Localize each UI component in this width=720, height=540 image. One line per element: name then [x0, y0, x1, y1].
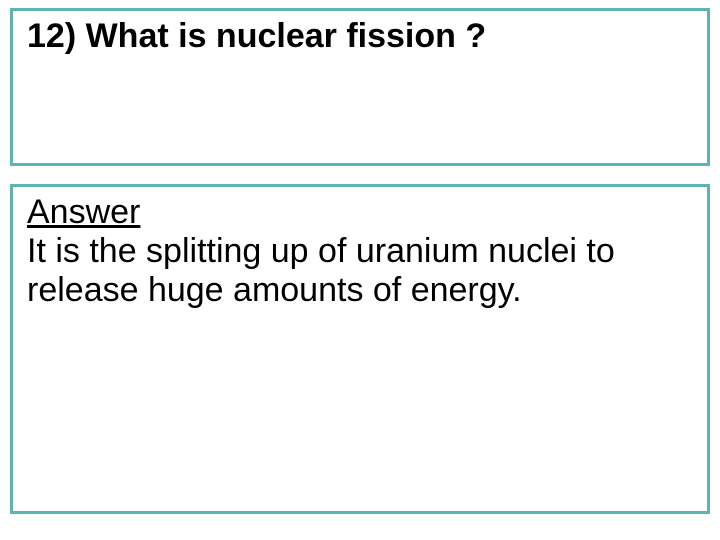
answer-heading: Answer: [27, 193, 693, 232]
question-box: 12) What is nuclear fission ?: [10, 8, 710, 166]
answer-body: It is the splitting up of uranium nuclei…: [27, 232, 693, 310]
question-text: 12) What is nuclear fission ?: [27, 17, 693, 56]
answer-box: Answer It is the splitting up of uranium…: [10, 184, 710, 514]
